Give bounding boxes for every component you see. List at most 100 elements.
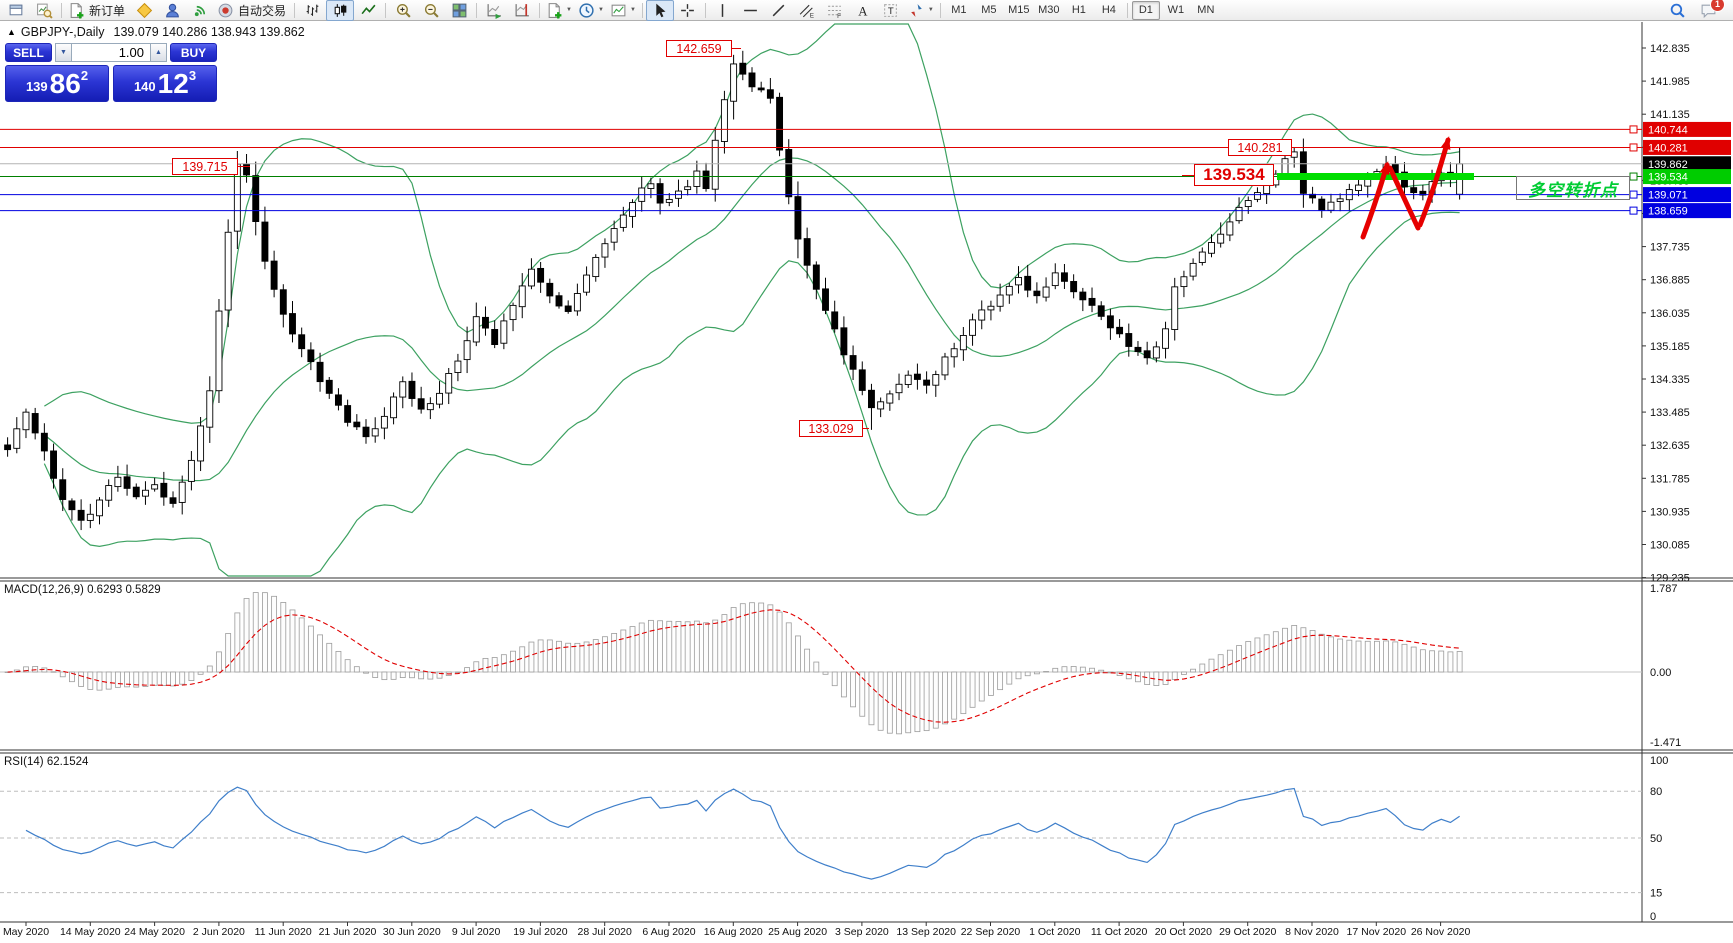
price-label-139715[interactable]: 139.715 — [172, 158, 238, 175]
toolbar-profile-button[interactable] — [30, 0, 58, 21]
bull-bear-turning-point-note[interactable]: 多空转折点 — [1516, 176, 1630, 201]
svg-text:A: A — [859, 4, 869, 18]
line-handle[interactable] — [1629, 143, 1638, 152]
timeframe-M30-button[interactable]: M30 — [1038, 4, 1060, 16]
toolbar-cursor-button[interactable] — [645, 0, 674, 21]
line-handle[interactable] — [1629, 172, 1638, 181]
market-icon — [164, 2, 181, 19]
toolbar-templates-button[interactable]: ▼ — [607, 0, 639, 21]
svg-text:134.335: 134.335 — [1650, 374, 1690, 386]
toolbar-auto-scroll-button[interactable] — [480, 0, 508, 21]
price-label-139534[interactable]: 139.534 — [1194, 164, 1274, 186]
toolbar-tile-windows-button[interactable] — [445, 0, 473, 21]
volume-input[interactable] — [72, 43, 150, 62]
toolbar-market-button[interactable] — [158, 0, 186, 21]
buy-button[interactable]: BUY — [170, 43, 217, 62]
toolbar-separator — [939, 2, 941, 18]
toolbar-horizontal-line-button[interactable] — [737, 0, 765, 21]
toolbar-bar-chart-button[interactable] — [298, 0, 326, 21]
svg-text:131.785: 131.785 — [1650, 473, 1690, 485]
price-label-140281[interactable]: 140.281 — [1228, 139, 1292, 156]
svg-text:17 Nov 2020: 17 Nov 2020 — [1347, 926, 1407, 938]
zigzag-arrow[interactable] — [1360, 161, 1390, 240]
svg-text:0.00: 0.00 — [1650, 667, 1671, 679]
buy-price-button[interactable]: 140 12 3 — [113, 65, 217, 102]
timeframe-M15-button[interactable]: M15 — [1008, 4, 1030, 16]
macd-indicator-label: MACD(12,26,9) 0.6293 0.5829 — [4, 584, 161, 596]
timeframe-H1-button[interactable]: H1 — [1071, 4, 1086, 16]
volume-decrease-button[interactable]: ▼ — [55, 43, 72, 62]
line-handle[interactable] — [1629, 206, 1638, 215]
candlestick-chart-icon — [332, 2, 349, 19]
volume-increase-button[interactable]: ▲ — [150, 43, 167, 62]
svg-text:11 Jun 2020: 11 Jun 2020 — [255, 926, 312, 938]
toolbar-fibonacci-button[interactable]: F — [821, 0, 849, 21]
signals-icon — [192, 2, 209, 19]
toolbar-charts-window-button[interactable] — [2, 0, 30, 21]
toolbar-text-button[interactable]: A — [849, 0, 877, 21]
indicators-icon — [546, 2, 563, 19]
toolbar-line-chart-button[interactable] — [354, 0, 382, 21]
svg-text:-1.471: -1.471 — [1650, 737, 1681, 749]
timeframe-W1-button[interactable]: W1 — [1167, 4, 1185, 16]
price-tag-140.744 — [1643, 121, 1731, 137]
toolbar-crosshair-button[interactable] — [674, 0, 702, 21]
bollinger-bands — [43, 23, 1460, 577]
notifications-button[interactable]: 1 — [1700, 0, 1725, 19]
svg-text:15: 15 — [1650, 888, 1662, 900]
price-label-142659[interactable]: 142.659 — [666, 40, 732, 57]
toolbar-vertical-line-button[interactable] — [709, 0, 737, 21]
text-label-icon: T — [882, 2, 899, 19]
toolbar-auto-trading-button[interactable]: 自动交易 — [214, 0, 291, 21]
symbol-name: GBPJPY-,Daily — [20, 25, 105, 39]
zigzag-arrow[interactable] — [1417, 136, 1451, 228]
chevron-down-icon: ▼ — [927, 7, 934, 13]
toolbar-separator — [704, 2, 706, 18]
svg-text:141.135: 141.135 — [1650, 109, 1690, 121]
tile-windows-icon — [451, 2, 468, 19]
timeframe-D1-button[interactable]: D1 — [1131, 0, 1160, 20]
toolbar-separator — [1126, 2, 1128, 18]
svg-text:136.035: 136.035 — [1650, 308, 1690, 320]
bollinger-middle — [43, 157, 1460, 482]
price-label-133029[interactable]: 133.029 — [799, 420, 863, 437]
price-tag-139.534 — [1643, 169, 1731, 185]
toolbar-arrows-button[interactable]: ▼ — [905, 0, 937, 21]
toolbar-trendline-button[interactable] — [765, 0, 793, 21]
timeframe-H4-button[interactable]: H4 — [1101, 4, 1116, 16]
timeframe-MN-button[interactable]: MN — [1197, 4, 1215, 16]
toolbar-zoom-out-button[interactable] — [417, 0, 445, 21]
toolbar-indicators-button[interactable]: ▼ — [543, 0, 575, 21]
collapse-ohlc-icon[interactable]: ▲ — [7, 27, 16, 37]
equidistant-channel-icon: E — [798, 2, 815, 19]
timeframe-group: M1 M5 M15 M30 H1 H4 D1 W1 MN — [944, 0, 1221, 20]
svg-text:14 May 2020: 14 May 2020 — [60, 926, 121, 938]
toolbar-new-order-button[interactable]: 新订单 — [65, 0, 130, 21]
sell-button[interactable]: SELL — [5, 43, 52, 62]
search-button[interactable] — [1669, 2, 1686, 19]
line-handle[interactable] — [1629, 125, 1638, 134]
toolbar-equidistant-channel-button[interactable]: E — [793, 0, 821, 21]
toolbar-separator — [294, 2, 296, 18]
timeframe-M1-button[interactable]: M1 — [951, 4, 967, 16]
toolbar-text-label-button[interactable]: T — [877, 0, 905, 21]
svg-text:25 Aug 2020: 25 Aug 2020 — [768, 926, 827, 938]
support-highlight-bar[interactable] — [1277, 173, 1474, 180]
svg-text:1 Oct 2020: 1 Oct 2020 — [1029, 926, 1081, 938]
timeframe-M5-button[interactable]: M5 — [981, 4, 997, 16]
toolbar-chart-shift-button[interactable] — [508, 0, 536, 21]
toolbar-zoom-in-button[interactable] — [389, 0, 417, 21]
svg-text:19 Jul 2020: 19 Jul 2020 — [513, 926, 567, 938]
svg-text:138.659: 138.659 — [1648, 206, 1688, 218]
sell-price-button[interactable]: 139 86 2 — [5, 65, 109, 102]
svg-text:80: 80 — [1650, 786, 1662, 798]
horizontal-line-icon — [742, 2, 759, 19]
toolbar-signals-button[interactable] — [186, 0, 214, 21]
toolbar-metaeditor-button[interactable] — [130, 0, 158, 21]
toolbar-candlestick-chart-button[interactable] — [326, 0, 355, 21]
line-handle[interactable] — [1629, 190, 1638, 199]
zigzag-arrow[interactable] — [1387, 165, 1421, 231]
svg-text:135.185: 135.185 — [1650, 341, 1690, 353]
toolbar-periods-button[interactable]: ▼ — [575, 0, 607, 21]
